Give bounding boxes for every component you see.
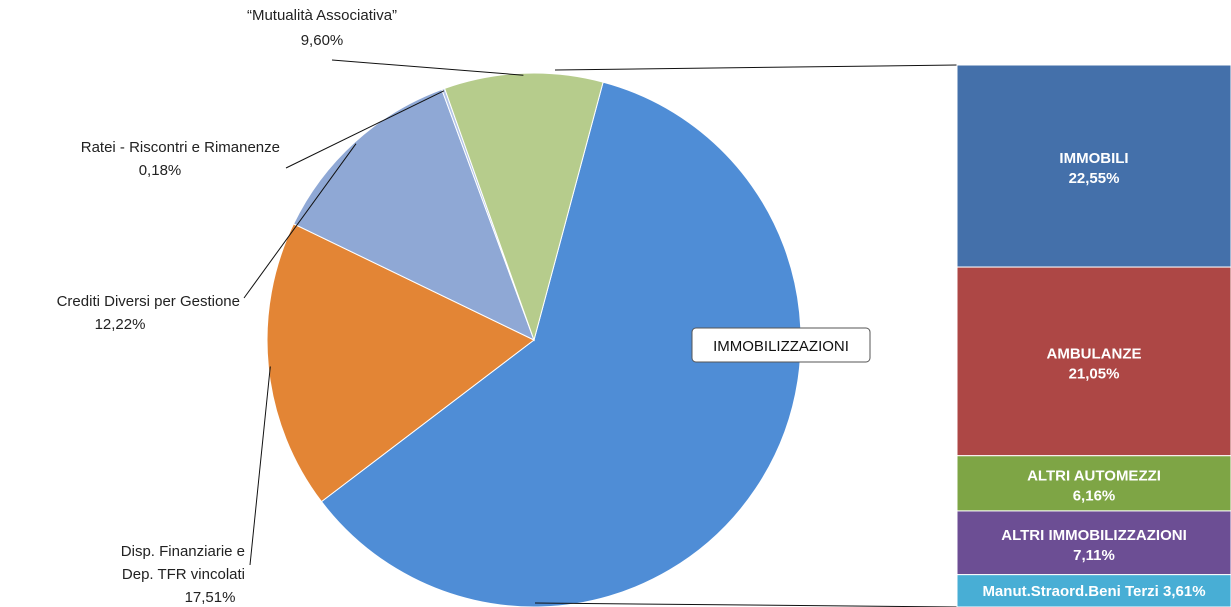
bar-segment-altri-automezzi — [956, 455, 1231, 512]
bar-segment-label: AMBULANZE — [1047, 345, 1142, 362]
pie-value-label: 0,18% — [139, 162, 182, 179]
bar-segment-value: 6,16% — [1073, 487, 1116, 504]
pie-category-label: Crediti Diversi per Gestione — [57, 293, 240, 310]
pie-category-label: Ratei - Riscontri e Rimanenze — [81, 139, 280, 156]
pie-category-label: Disp. Finanziarie e — [121, 543, 245, 560]
bar-segment-label: Manut.Straord.Beni Terzi 3,61% — [982, 583, 1205, 600]
pie-category-label: “Mutualità Associativa” — [247, 7, 397, 24]
bar-segment-immobili — [956, 64, 1231, 268]
pie-value-label: 12,22% — [95, 316, 146, 333]
bar-segment-value: 7,11% — [1073, 547, 1115, 564]
callout-box — [691, 327, 871, 363]
callout-label: IMMOBILIZZAZIONI — [713, 338, 849, 355]
bar-segment-value: 21,05% — [1069, 365, 1120, 382]
pie-slice-disp-finanziarie-e-dep-tfr-vincolati — [266, 223, 535, 503]
bar-segment-value: 22,55% — [1069, 170, 1120, 187]
leader-line-ratei-riscontri-e-rimanenze — [285, 90, 445, 169]
bar-segment-manut-straord-beni-terzi — [956, 574, 1231, 607]
pie-value-label: 9,60% — [301, 32, 344, 49]
bar-segment-label: IMMOBILI — [1059, 150, 1128, 167]
connector-line-top — [554, 64, 958, 71]
bar-segment-label: ALTRI IMMOBILIZZAZIONI — [1001, 527, 1187, 544]
bar-segment-altri-immobilizzazioni — [956, 510, 1231, 576]
leader-line-mutualit-associativa — [331, 59, 524, 76]
pie-slice-crediti-diversi-per-gestione — [292, 88, 535, 341]
pie-category-label: Dep. TFR vincolati — [122, 566, 245, 583]
leader-line-crediti-diversi-per-gestione — [243, 143, 357, 299]
pie-slice-immobilizzazioni — [320, 81, 802, 607]
bar-segment-label: ALTRI AUTOMEZZI — [1027, 467, 1161, 484]
connector-line-bottom — [534, 602, 958, 607]
bar-segment-ambulanze — [956, 266, 1231, 457]
leader-line-disp-finanziarie-e-dep-tfr-vincolati — [249, 366, 271, 566]
pie-slice-mutualit-associativa — [443, 72, 604, 342]
pie-value-label: 17,51% — [185, 589, 236, 606]
